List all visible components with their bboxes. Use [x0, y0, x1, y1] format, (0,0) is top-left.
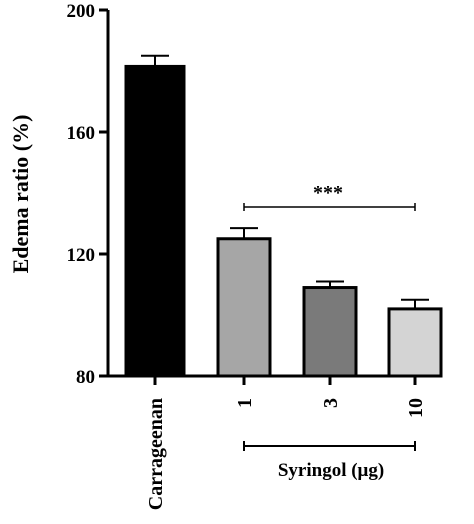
error-bar	[230, 227, 258, 239]
x-tick-label: 3	[320, 398, 342, 408]
x-tick-label: Carrageenan	[145, 398, 167, 510]
error-bars	[141, 54, 429, 309]
y-tick-label: 200	[67, 1, 96, 22]
error-bar	[141, 54, 169, 67]
y-tick-label: 160	[67, 123, 96, 144]
bar-10	[387, 307, 443, 378]
error-bar	[316, 280, 344, 288]
group-bracket	[243, 441, 416, 451]
significance-label: ***	[313, 182, 343, 204]
x-tick-label: 1	[234, 398, 256, 408]
y-tick-label: 80	[76, 367, 95, 388]
error-bar	[401, 298, 429, 309]
significance-bracket	[243, 203, 416, 211]
y-axis-title: Edema ratio (%)	[8, 115, 33, 274]
y-tick-label: 120	[67, 245, 96, 266]
bar-carrageenan	[124, 64, 186, 378]
x-tick-label: 10	[405, 398, 427, 418]
bar-3	[302, 286, 358, 378]
bar-1	[216, 237, 272, 378]
labels: Carrageenan 1 3 10	[145, 203, 427, 510]
group-label: Syringol (μg)	[278, 460, 384, 481]
bars	[124, 64, 443, 378]
